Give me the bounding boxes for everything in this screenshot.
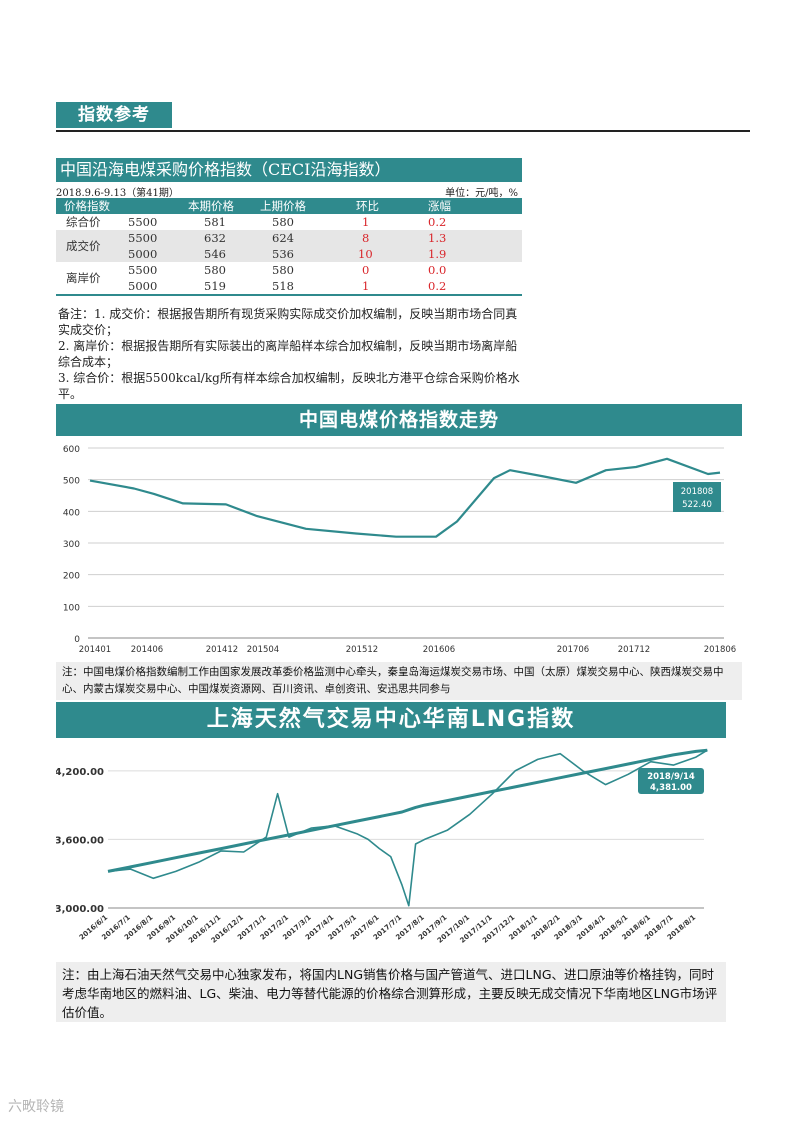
cell: 546 [188, 246, 260, 262]
cell: 0 [362, 263, 370, 277]
x-tick-label: 201512 [346, 645, 378, 655]
cell: 624 [260, 230, 332, 246]
note-line: 备注：1. 成交价：根据报告期所有现货采购实际成交价加权编制，反映当期市场合同真… [58, 307, 518, 337]
table-header-row: 价格指数 本期价格 上期价格 环比 涨幅 [56, 198, 522, 214]
table-row: 5000 519 518 1 0.2 [56, 278, 522, 296]
header-cell [128, 198, 188, 214]
row-label: 综合价 [66, 215, 101, 229]
callout-value: 4,381.00 [650, 783, 692, 793]
x-tick-label: 201706 [557, 645, 589, 655]
y-tick-label: 400 [63, 508, 80, 518]
y-tick-label: 0 [74, 635, 80, 645]
cell: 0.0 [428, 263, 447, 277]
callout-value: 522.40 [682, 500, 712, 510]
x-tick-label: 201712 [618, 645, 650, 655]
x-tick-label: 201406 [131, 645, 163, 655]
table-row: 离岸价 5500 580 580 0 0.0 [56, 262, 522, 296]
y-tick-label: 3,000.00 [56, 904, 104, 915]
value-callout [638, 768, 704, 794]
header-cell: 环比 [332, 198, 412, 214]
table-row: 成交价 5500 632 624 8 1.3 [56, 230, 522, 262]
y-tick-label: 600 [63, 445, 80, 455]
cell: 518 [260, 278, 332, 296]
section-divider [56, 130, 750, 132]
cell: 5000 [128, 278, 188, 296]
cell: 580 [204, 263, 226, 277]
ceci-period: 2018.9.6-9.13（第41期） [56, 188, 179, 199]
section-title: 指数参考 [56, 102, 172, 128]
ceci-table: 价格指数 本期价格 上期价格 环比 涨幅 综合价 5500 581 580 1 … [56, 198, 522, 296]
x-tick-label: 201606 [423, 645, 455, 655]
y-tick-label: 500 [63, 477, 80, 487]
header-cell: 上期价格 [260, 198, 332, 214]
header-cell: 价格指数 [56, 198, 128, 214]
coal-price-chart: 0 100 200 300 400 500 600 201401 201406 201412 201… [63, 445, 736, 655]
value-callout [673, 482, 721, 512]
x-tick-label: 201504 [247, 645, 279, 655]
chart2-note: 注：由上海石油天然气交易中心独家发布，将国内LNG销售价格与国产管道气、进口LN… [56, 962, 726, 1022]
cell: 632 [188, 230, 260, 246]
lng-index-chart: 3,000.003,600.004,200.002016/6/12016/7/1… [56, 748, 708, 945]
y-tick-label: 100 [63, 603, 80, 613]
cell: 1 [332, 278, 412, 296]
cell: 1 [362, 215, 370, 229]
callout-date: 2018/9/14 [647, 772, 695, 782]
ceci-subheader: 2018.9.6-9.13（第41期） 单位：元/吨，% [56, 184, 522, 199]
chart1-note: 注：中国电煤价格指数编制工作由国家发展改革委价格监测中心牵头，秦皇岛海运煤炭交易… [56, 662, 742, 700]
header-cell: 涨幅 [412, 198, 522, 214]
cell: 581 [204, 215, 226, 229]
ceci-unit: 单位：元/吨，% [445, 188, 518, 199]
cell: 580 [272, 263, 294, 277]
table-row: 5000 546 536 10 1.9 [56, 246, 522, 262]
trend-line [107, 748, 708, 873]
note-line: 2. 离岸价：根据报告期所有实际装出的离岸船样本综合加权编制，反映当期市场离岸船… [58, 339, 518, 369]
cell: 5500 [128, 215, 158, 229]
row-label: 离岸价 [56, 262, 128, 296]
x-tick-label: 201401 [79, 645, 111, 655]
header-cell: 本期价格 [188, 198, 260, 214]
callout-date: 201808 [681, 487, 713, 497]
note-line: 3. 综合价：根据5500kcal/kg所有样本综合加权编制，反映北方港平仓综合… [58, 371, 520, 401]
watermark: 六畋聆镜 [8, 1099, 64, 1115]
x-tick-label: 201806 [704, 645, 736, 655]
y-tick-label: 3,600.00 [56, 835, 104, 846]
chart2-title: 上海天然气交易中心华南LNG指数 [56, 702, 726, 738]
ceci-notes: 备注：1. 成交价：根据报告期所有现货采购实际成交价加权编制，反映当期市场合同真… [58, 306, 528, 402]
series-line [89, 457, 721, 538]
series-line [107, 749, 708, 907]
cell: 8 [332, 230, 412, 246]
cell: 5500 [128, 263, 158, 277]
y-tick-label: 300 [63, 540, 80, 550]
y-tick-label: 200 [63, 572, 80, 582]
x-tick-label: 201412 [206, 645, 238, 655]
cell: 519 [188, 278, 260, 296]
cell: 580 [272, 215, 294, 229]
y-tick-label: 4,200.00 [56, 767, 104, 778]
cell: 0.2 [412, 278, 522, 296]
cell: 5000 [128, 246, 188, 262]
row-label: 成交价 [56, 230, 128, 262]
table-row: 综合价 5500 581 580 1 0.2 [56, 214, 522, 230]
cell: 536 [260, 246, 332, 262]
cell: 1.9 [412, 246, 522, 262]
chart1-title: 中国电煤价格指数走势 [56, 404, 742, 436]
cell: 5500 [128, 230, 188, 246]
cell: 0.2 [428, 215, 447, 229]
cell: 10 [332, 246, 412, 262]
cell: 1.3 [412, 230, 522, 246]
ceci-title: 中国沿海电煤采购价格指数（CECI沿海指数） [56, 158, 522, 182]
